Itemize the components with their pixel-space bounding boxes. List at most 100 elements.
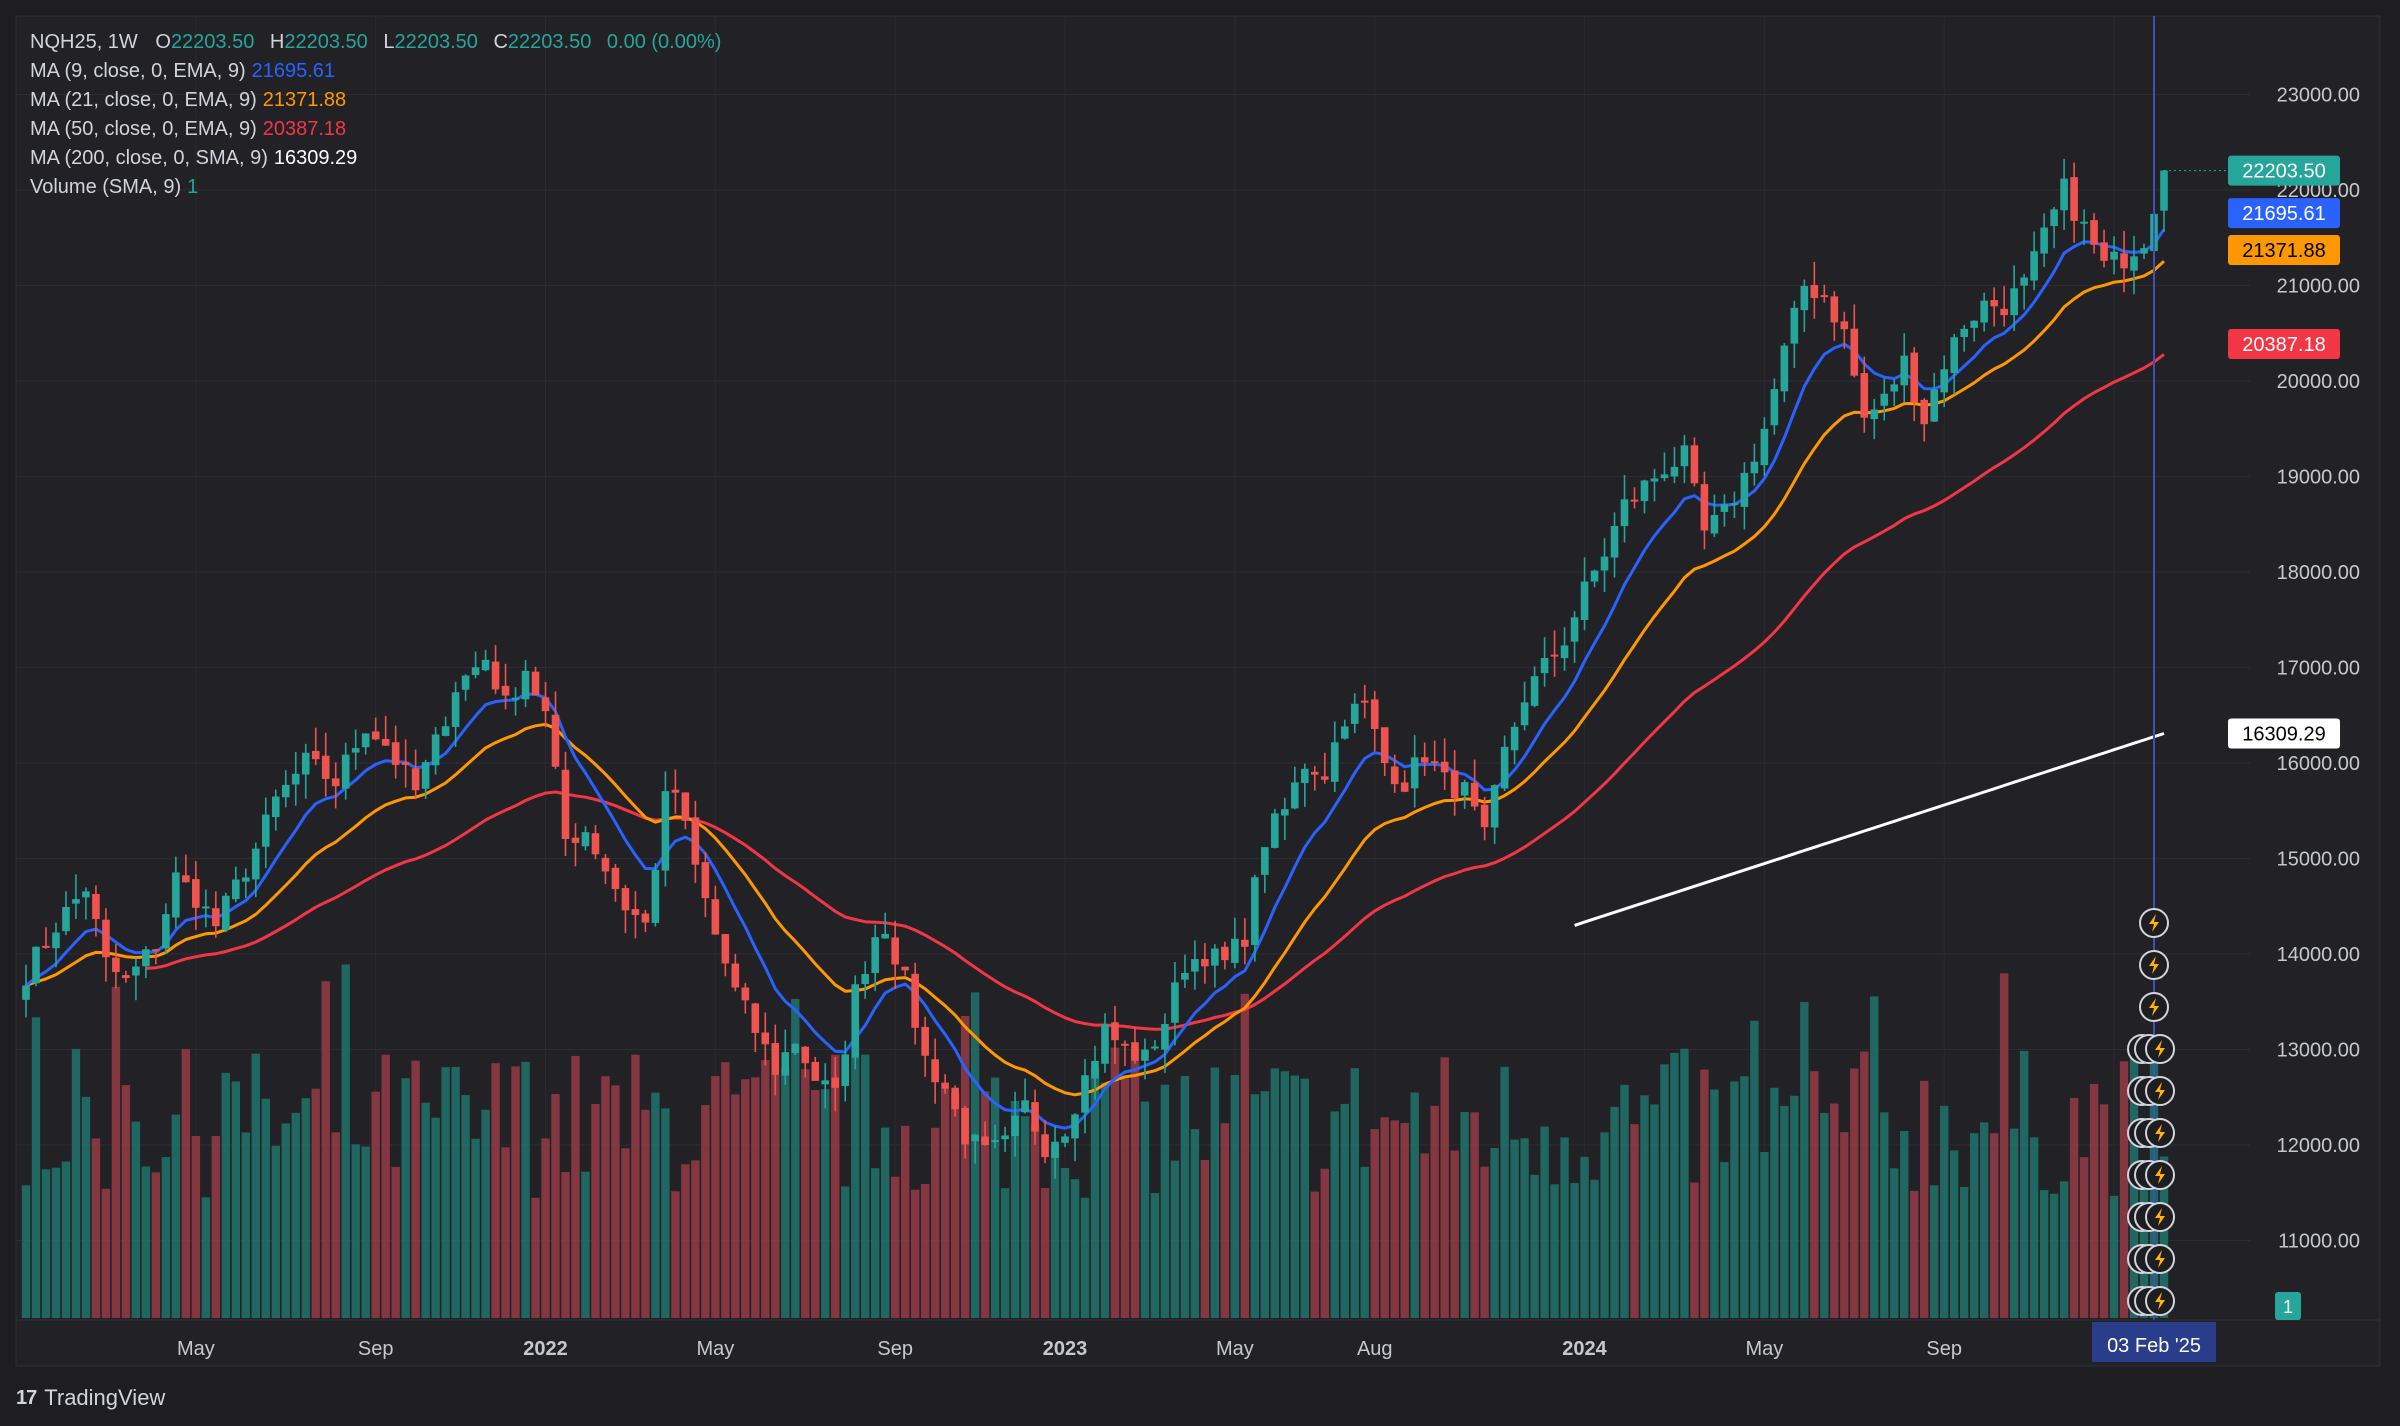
volume-bar bbox=[751, 1077, 760, 1318]
volume-bar bbox=[1400, 1123, 1409, 1318]
candle-body bbox=[781, 1052, 790, 1076]
volume-bar bbox=[1680, 1048, 1689, 1318]
x-tick-label: Sep bbox=[358, 1338, 394, 1360]
volume-bar bbox=[441, 1067, 450, 1318]
open-value: 22203.50 bbox=[170, 31, 255, 53]
volume-bar bbox=[1170, 1160, 1180, 1318]
volume-bar bbox=[1460, 1111, 1469, 1318]
volume-bar bbox=[431, 1117, 440, 1318]
price-label-box bbox=[2228, 329, 2340, 360]
candle-body bbox=[331, 778, 340, 787]
candle-body bbox=[172, 872, 180, 918]
volume-bar bbox=[841, 1186, 850, 1318]
candle-body bbox=[241, 877, 250, 882]
volume-bar bbox=[1959, 1187, 1969, 1318]
candle-body bbox=[711, 899, 720, 935]
volume-bar bbox=[161, 1157, 171, 1318]
candle-body bbox=[1161, 1023, 1169, 1050]
ma50-row[interactable]: MA (50, close, 0, EMA, 9) 20387.18 bbox=[30, 115, 721, 144]
crosshair-date-box bbox=[2092, 1322, 2217, 1362]
volume-bar bbox=[861, 1054, 870, 1318]
x-tick-label: May bbox=[1216, 1338, 1254, 1360]
candle-body bbox=[991, 1140, 999, 1143]
volume-bar bbox=[1510, 1139, 1519, 1318]
candle-body bbox=[351, 748, 360, 753]
candle-series bbox=[22, 158, 2168, 1179]
volume-bar bbox=[1630, 1124, 1639, 1318]
candle-body bbox=[881, 933, 889, 939]
volume-bar bbox=[2049, 1193, 2059, 1318]
candle-body bbox=[142, 949, 150, 967]
volume-bar bbox=[101, 1188, 111, 1318]
ma9-row[interactable]: MA (9, close, 0, EMA, 9) 21695.61 bbox=[30, 57, 721, 86]
candle-body bbox=[741, 987, 750, 1001]
candle-body bbox=[1350, 703, 1359, 724]
candle-body bbox=[1261, 847, 1269, 875]
volume-bar bbox=[141, 1166, 151, 1318]
volume-bar bbox=[1969, 1133, 1979, 1318]
candle-body bbox=[1610, 526, 1619, 558]
candle-body bbox=[631, 909, 640, 916]
volume-bar bbox=[661, 1108, 670, 1318]
price-label-price: 22203.50 bbox=[2242, 161, 2325, 183]
brand-footer[interactable]: 17 TradingView bbox=[16, 1385, 165, 1411]
volume-bar bbox=[621, 1148, 630, 1318]
candle-body bbox=[1860, 373, 1869, 418]
candle-body bbox=[681, 792, 690, 821]
candle-body bbox=[1630, 499, 1639, 502]
volume-bar bbox=[1230, 1075, 1240, 1318]
volume-bar bbox=[1690, 1182, 1699, 1318]
volume-bar bbox=[501, 1147, 510, 1318]
candle-body bbox=[1820, 295, 1829, 298]
volume-bar bbox=[111, 986, 121, 1318]
candle-body bbox=[1560, 645, 1569, 659]
volume-bar bbox=[51, 1167, 61, 1318]
volume-bar bbox=[1550, 1184, 1559, 1318]
volume-bar bbox=[1310, 1191, 1319, 1318]
volume-bar bbox=[1580, 1156, 1589, 1318]
volume-bar bbox=[1030, 1123, 1040, 1318]
ma50-value: 20387.18 bbox=[262, 118, 347, 140]
candle-body bbox=[291, 773, 300, 785]
candle-body bbox=[691, 817, 700, 865]
candle-body bbox=[601, 857, 610, 872]
y-tick-label: 21000.00 bbox=[2277, 276, 2360, 298]
volume-bar bbox=[771, 1074, 780, 1318]
low-label: L bbox=[383, 31, 395, 53]
volume-bar bbox=[451, 1066, 460, 1318]
candle-body bbox=[2010, 288, 2018, 316]
volume-bar bbox=[1989, 1133, 1999, 1318]
volume-bar bbox=[281, 1123, 290, 1318]
volume-bar bbox=[341, 964, 350, 1318]
volume-bar bbox=[1570, 1183, 1579, 1318]
high-label: H bbox=[269, 31, 285, 53]
volume-bar bbox=[851, 1056, 860, 1318]
volume-bar bbox=[591, 1104, 600, 1318]
x-tick-label: Aug bbox=[1357, 1338, 1393, 1360]
candle-body bbox=[671, 789, 680, 793]
candle-body bbox=[1780, 345, 1789, 392]
x-tick-label: Sep bbox=[877, 1338, 913, 1360]
volume-bar bbox=[191, 1135, 201, 1318]
volume-bar bbox=[651, 1092, 660, 1318]
volume-bar bbox=[2059, 1181, 2069, 1318]
volume-bar bbox=[1860, 1051, 1869, 1318]
volume-row[interactable]: Volume (SMA, 9) 1 bbox=[30, 173, 721, 202]
volume-bar bbox=[611, 1085, 620, 1318]
volume-bar bbox=[1470, 1112, 1479, 1318]
y-tick-label: 17000.00 bbox=[2277, 658, 2360, 680]
volume-bar bbox=[920, 1183, 930, 1318]
volume-bar bbox=[2119, 1061, 2129, 1318]
ma200-row[interactable]: MA (200, close, 0, SMA, 9) 16309.29 bbox=[30, 144, 721, 173]
candle-body bbox=[1800, 285, 1809, 311]
volume-bar bbox=[1380, 1117, 1389, 1318]
volume-bar bbox=[691, 1160, 700, 1318]
volume-bar bbox=[471, 1138, 480, 1318]
symbol-label[interactable]: NQH25, 1W bbox=[30, 31, 138, 53]
candle-body bbox=[1850, 328, 1859, 376]
candle-body bbox=[441, 726, 450, 736]
volume-bar bbox=[1440, 1057, 1449, 1318]
volume-bar bbox=[2069, 1098, 2079, 1318]
ma21-row[interactable]: MA (21, close, 0, EMA, 9) 21371.88 bbox=[30, 86, 721, 115]
